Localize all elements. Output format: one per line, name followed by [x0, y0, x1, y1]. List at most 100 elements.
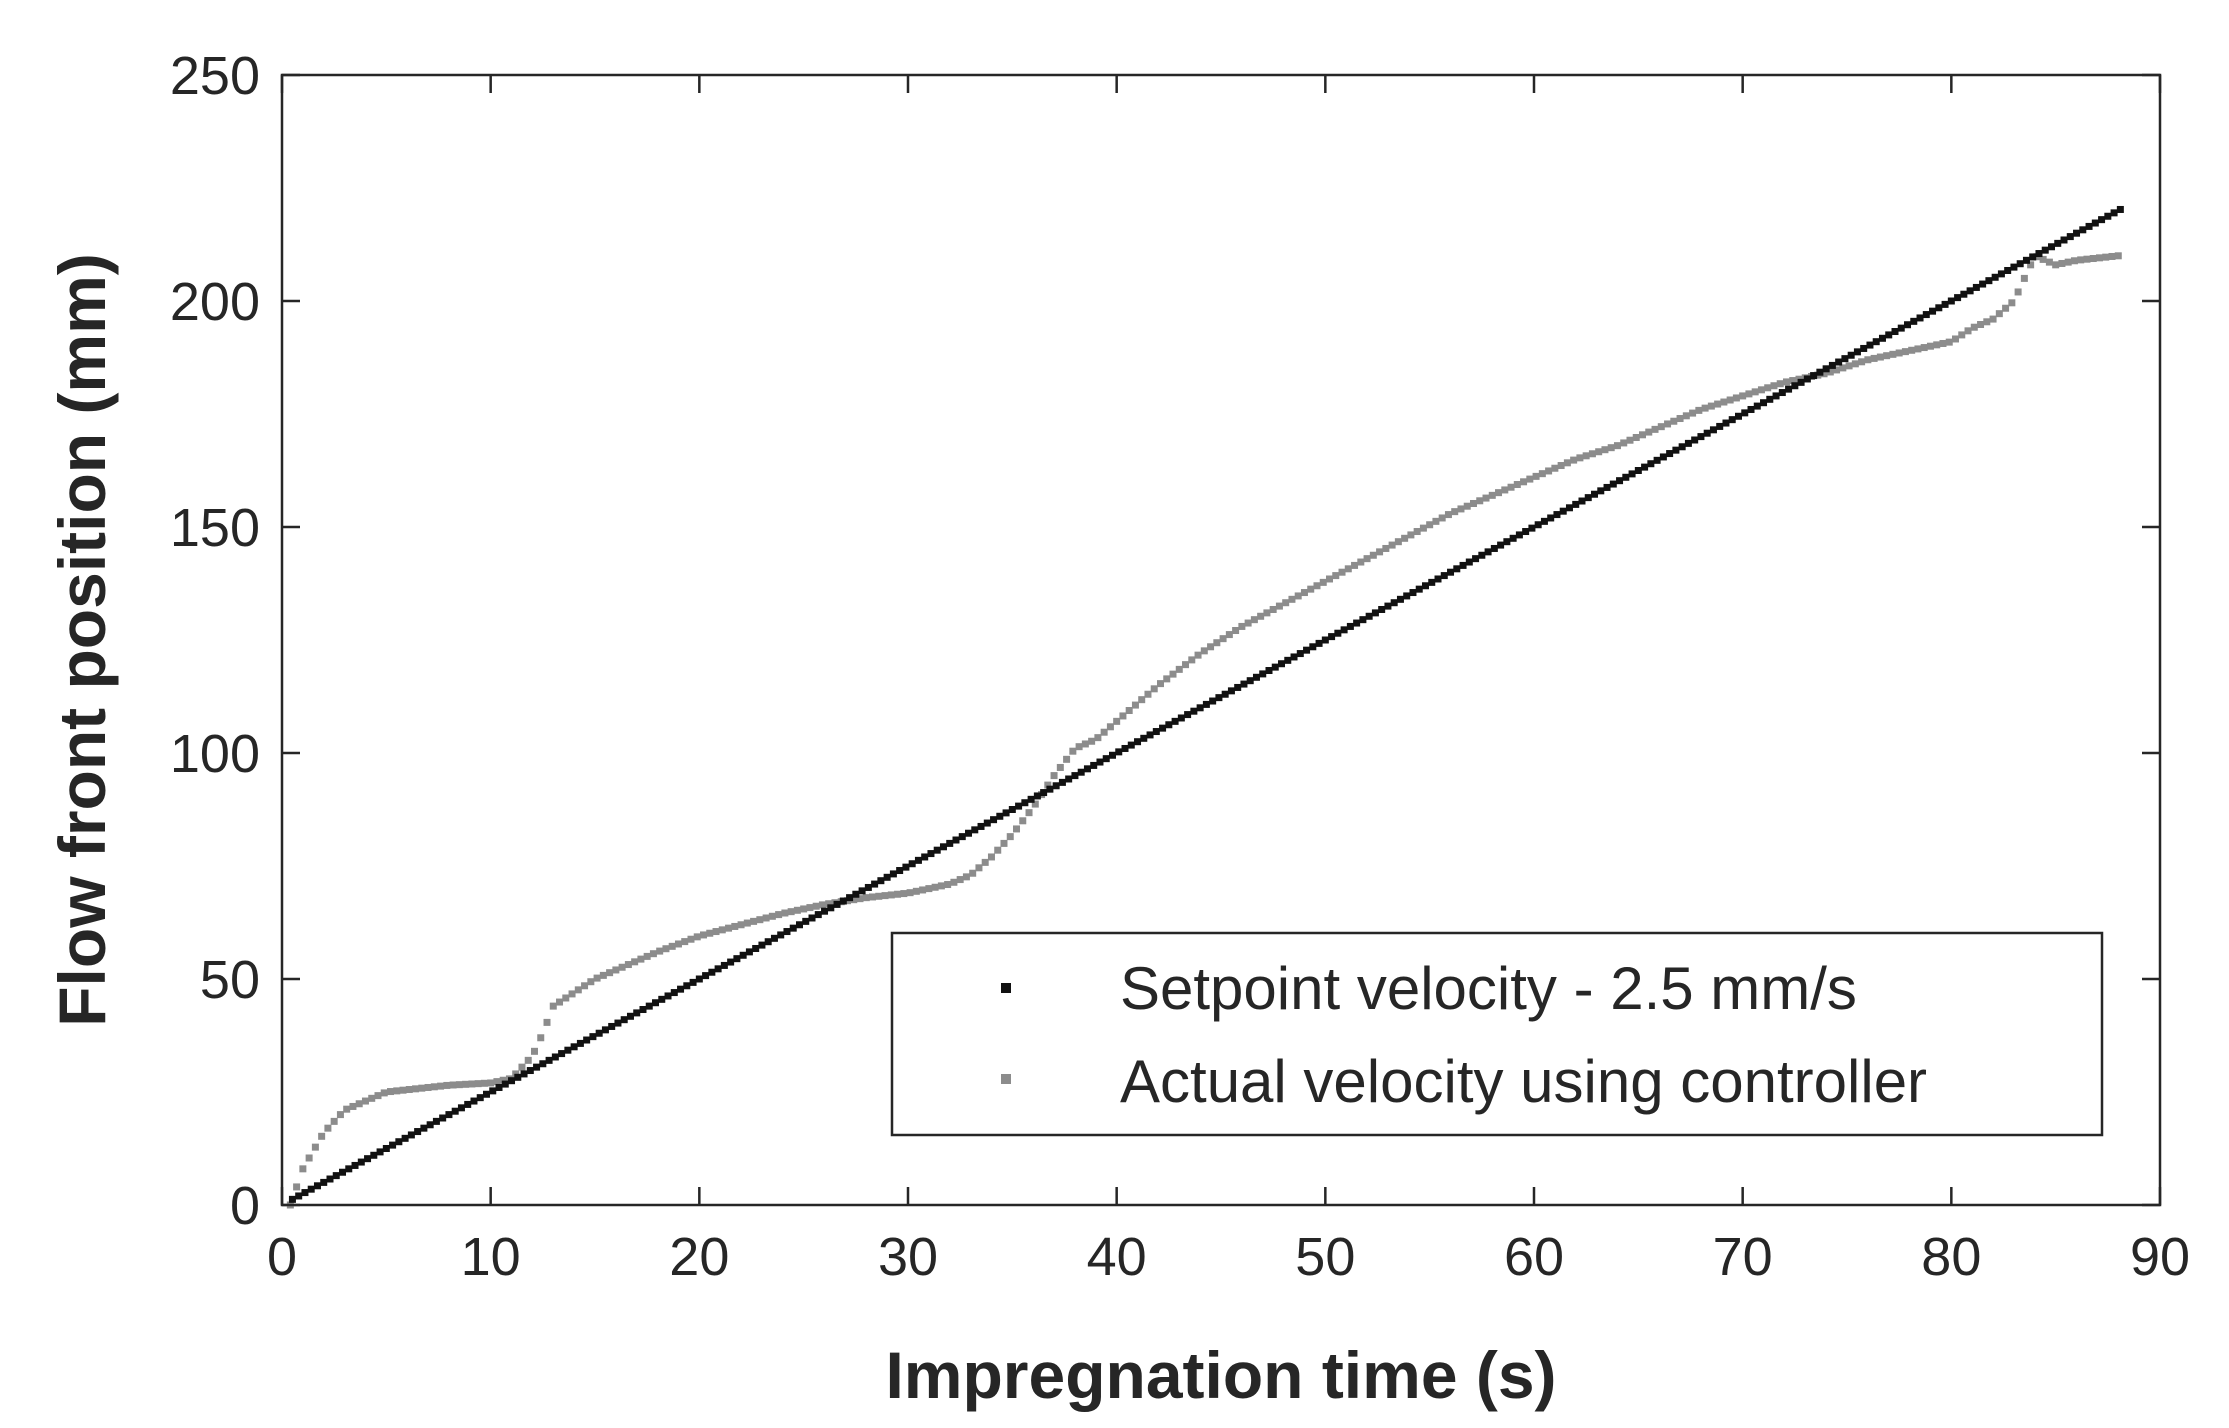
setpoint-point [1565, 504, 1573, 512]
setpoint-point [1835, 358, 1843, 366]
setpoint-point [1052, 782, 1060, 790]
actual-point [1094, 734, 1102, 742]
actual-point [1106, 723, 1114, 731]
y-tick-label: 100 [170, 724, 260, 784]
setpoint-point [1127, 741, 1135, 749]
setpoint-point [2066, 233, 2074, 241]
setpoint-point [1766, 395, 1774, 403]
actual-point [455, 1081, 463, 1089]
actual-point [1501, 486, 1509, 494]
setpoint-point [545, 1056, 553, 1064]
actual-point [856, 895, 864, 903]
actual-point [462, 1080, 470, 1088]
actual-point [468, 1080, 476, 1088]
setpoint-point [2060, 236, 2068, 244]
setpoint-point [1108, 751, 1116, 759]
actual-point [1313, 582, 1321, 590]
actual-point [987, 853, 995, 861]
setpoint-point [1916, 314, 1924, 322]
setpoint-point [1722, 419, 1730, 427]
setpoint-point [1415, 585, 1423, 593]
setpoint-point [939, 843, 947, 851]
actual-point [725, 924, 733, 932]
actual-point [1326, 575, 1334, 583]
setpoint-point [1922, 311, 1930, 319]
actual-point [355, 1100, 363, 1108]
actual-point [2083, 255, 2091, 263]
setpoint-point [739, 951, 747, 959]
actual-point [875, 892, 883, 900]
actual-point [1682, 412, 1690, 420]
setpoint-point [620, 1016, 628, 1024]
actual-point [956, 876, 964, 884]
setpoint-point [1929, 307, 1937, 315]
actual-point [944, 881, 952, 889]
setpoint-point [301, 1189, 309, 1197]
setpoint-point [1891, 328, 1899, 336]
setpoint-point [1540, 517, 1548, 525]
actual-point [1670, 417, 1678, 425]
actual-point [418, 1084, 426, 1092]
actual-point [649, 950, 657, 958]
setpoint-point [382, 1145, 390, 1152]
actual-point [687, 935, 695, 943]
setpoint-point [539, 1060, 547, 1068]
actual-point [1582, 452, 1590, 460]
x-tick-label: 70 [1713, 1227, 1773, 1287]
actual-point [1939, 339, 1947, 347]
setpoint-point [1728, 416, 1736, 424]
setpoint-point [1778, 389, 1786, 397]
setpoint-point [814, 911, 822, 919]
setpoint-point [1227, 687, 1235, 695]
actual-point [1282, 599, 1290, 607]
actual-point [994, 846, 1002, 854]
actual-point [581, 982, 589, 990]
actual-point [981, 858, 989, 866]
actual-point [825, 900, 833, 908]
setpoint-point [714, 965, 722, 973]
actual-point [1920, 344, 1928, 352]
setpoint-point [1747, 405, 1755, 413]
setpoint-point [889, 870, 897, 878]
setpoint-point [1753, 402, 1761, 410]
y-axis-title: Flow front position (mm) [45, 253, 119, 1027]
actual-point [361, 1097, 369, 1105]
setpoint-point [683, 982, 691, 990]
setpoint-point [802, 917, 810, 925]
actual-point [1081, 740, 1089, 748]
setpoint-point [589, 1033, 597, 1041]
setpoint-point [1021, 799, 1029, 807]
setpoint-point [2116, 205, 2124, 213]
setpoint-point [2079, 226, 2087, 234]
setpoint-point [395, 1138, 403, 1146]
setpoint-point [770, 934, 778, 942]
actual-point [674, 940, 682, 948]
setpoint-point [1515, 531, 1523, 539]
actual-point [1469, 499, 1477, 507]
actual-point [606, 969, 614, 977]
setpoint-point [1659, 453, 1667, 461]
setpoint-point [2047, 243, 2055, 251]
setpoint-point [777, 931, 785, 939]
actual-point [787, 908, 795, 916]
setpoint-point [2004, 266, 2012, 274]
setpoint-point [1090, 761, 1098, 769]
setpoint-point [1196, 704, 1204, 712]
setpoint-point [608, 1022, 616, 1030]
actual-point [1645, 428, 1653, 436]
setpoint-point [2054, 239, 2062, 247]
actual-point [1883, 352, 1891, 360]
actual-point [1476, 497, 1484, 505]
setpoint-point [2098, 216, 2106, 224]
x-axis-title: Impregnation time (s) [885, 1338, 1556, 1412]
actual-point [380, 1089, 388, 1097]
setpoint-point [576, 1039, 584, 1047]
setpoint-point [601, 1026, 609, 1034]
actual-point [869, 893, 877, 901]
setpoint-point [1490, 544, 1498, 552]
setpoint-point [526, 1067, 534, 1075]
actual-point [430, 1083, 438, 1091]
setpoint-point [1997, 270, 2005, 278]
setpoint-point [733, 955, 741, 963]
